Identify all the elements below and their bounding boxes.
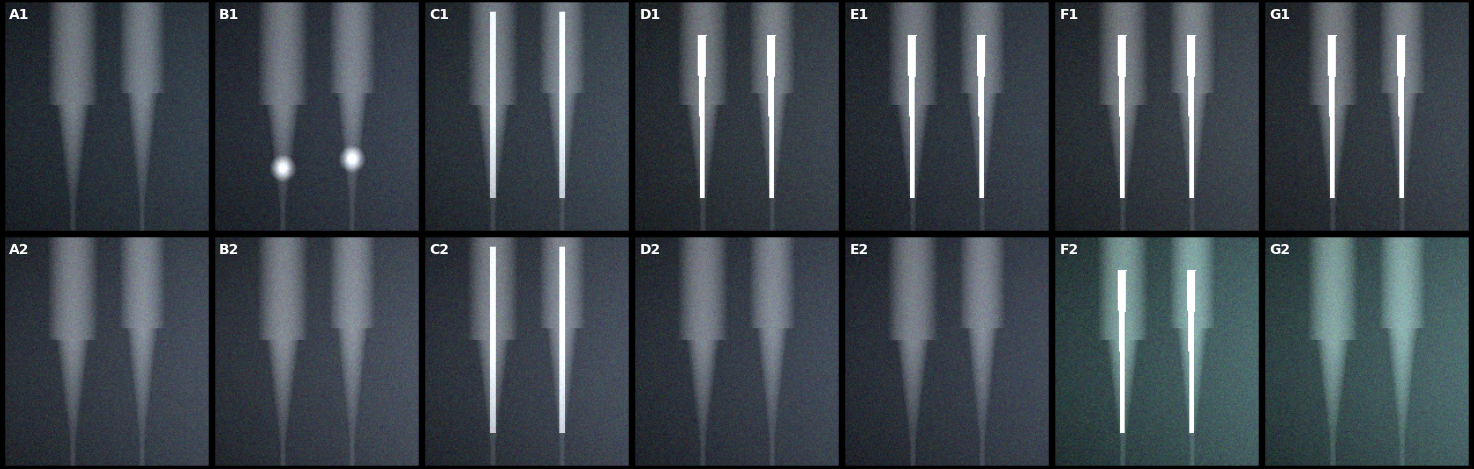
Text: D2: D2 <box>640 242 660 257</box>
Text: A2: A2 <box>9 242 29 257</box>
Text: F2: F2 <box>1060 242 1079 257</box>
Text: D1: D1 <box>640 8 660 22</box>
Text: B1: B1 <box>220 8 240 22</box>
Text: G2: G2 <box>1269 242 1290 257</box>
Text: F1: F1 <box>1060 8 1079 22</box>
Text: E2: E2 <box>849 242 868 257</box>
Text: C2: C2 <box>429 242 450 257</box>
Text: E1: E1 <box>849 8 868 22</box>
Text: A1: A1 <box>9 8 29 22</box>
Text: B2: B2 <box>220 242 240 257</box>
Text: G1: G1 <box>1269 8 1290 22</box>
Text: C1: C1 <box>429 8 450 22</box>
